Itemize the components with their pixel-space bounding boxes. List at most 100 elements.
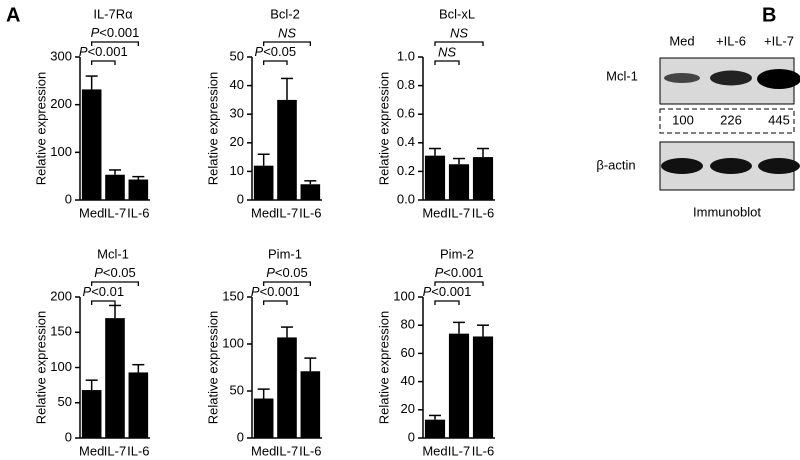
bar [300, 371, 321, 438]
bar [253, 398, 274, 438]
chart-title: Mcl-1 [97, 246, 129, 261]
y-tick-label: 50 [230, 382, 244, 397]
bar [253, 165, 274, 200]
row-label: β-actin [596, 157, 635, 172]
bar [472, 336, 494, 438]
bar [424, 155, 446, 200]
x-tick-label: IL-7 [104, 443, 126, 458]
lane-label: +IL-7 [764, 33, 794, 48]
chart-title: Pim-2 [440, 246, 474, 261]
significance-bracket [263, 281, 311, 286]
bar [472, 157, 494, 200]
y-tick-label: 0.8 [397, 77, 415, 92]
y-tick-label: 60 [401, 345, 415, 360]
band [710, 158, 752, 174]
x-tick-label: IL-6 [472, 443, 494, 458]
chart-title: Bcl-2 [270, 6, 300, 21]
bar [105, 174, 125, 200]
panel-label: B [762, 4, 776, 26]
x-tick-label: IL-7 [448, 443, 470, 458]
significance-bracket [434, 41, 484, 46]
y-tick-label: 0 [237, 191, 244, 206]
x-tick-label: Med [251, 205, 276, 220]
significance-label: P<0.05 [266, 265, 308, 280]
quantity: 226 [720, 112, 742, 127]
quant-box [659, 108, 795, 134]
significance-bracket [263, 60, 288, 65]
x-tick-label: Med [251, 443, 276, 458]
significance-label: NS [438, 44, 456, 59]
y-tick-label: 0.4 [397, 134, 415, 149]
chart-title: IL-7Rα [93, 6, 133, 21]
y-tick-label: 0.6 [397, 106, 415, 121]
quantity: 445 [768, 112, 790, 127]
y-tick-label: 80 [401, 317, 415, 332]
chart: Bcl-xL Relative expression 0.0 0.2 0.4 0.6 0.8… [376, 6, 495, 220]
y-tick-label: 200 [50, 96, 72, 111]
bar [277, 99, 297, 200]
x-tick-label: IL-7 [276, 205, 298, 220]
significance-bracket [91, 300, 116, 305]
y-tick-label: 300 [50, 48, 72, 63]
x-tick-label: IL-6 [127, 443, 149, 458]
bar [128, 179, 149, 200]
significance-bracket [263, 41, 311, 46]
y-axis-label: Relative expression [33, 72, 48, 185]
y-axis-label: Relative expression [376, 72, 391, 185]
significance-label: P<0.05 [255, 44, 297, 59]
y-tick-label: 150 [222, 288, 244, 303]
y-tick-label: 20 [230, 134, 244, 149]
lane-label: Med [669, 33, 694, 48]
chart: Pim-1 Relative expression 0 50 100 150 Med IL-7… [205, 246, 322, 458]
y-tick-label: 0.0 [397, 191, 415, 206]
y-tick-label: 100 [50, 144, 72, 159]
significance-bracket [91, 281, 139, 286]
y-tick-label: 0 [65, 191, 72, 206]
x-tick-label: Med [422, 443, 447, 458]
bar [448, 164, 470, 200]
y-tick-label: 100 [222, 335, 244, 350]
significance-label: NS [450, 25, 468, 40]
significance-bracket [434, 60, 460, 65]
significance-label: P<0.001 [91, 25, 140, 40]
chart-title: Pim-1 [268, 246, 302, 261]
y-axis-label: Relative expression [205, 72, 220, 185]
x-tick-label: Med [79, 443, 104, 458]
x-tick-label: IL-7 [448, 205, 470, 220]
significance-bracket [434, 300, 460, 305]
bar [448, 333, 470, 438]
panel-label: A [6, 4, 20, 26]
bar [300, 184, 321, 200]
significance-label: P<0.001 [435, 265, 484, 280]
chart-title: Bcl-xL [439, 6, 475, 21]
y-tick-label: 50 [230, 48, 244, 63]
x-tick-label: IL-6 [127, 205, 149, 220]
y-tick-label: 100 [50, 359, 72, 374]
x-tick-label: IL-7 [276, 443, 298, 458]
significance-label: P<0.05 [94, 265, 136, 280]
significance-label: NS [278, 25, 296, 40]
x-tick-label: IL-7 [104, 205, 126, 220]
band [757, 69, 800, 89]
y-tick-label: 200 [50, 288, 72, 303]
y-axis-label: Relative expression [33, 311, 48, 424]
y-tick-label: 0 [237, 429, 244, 444]
significance-bracket [91, 41, 139, 46]
band [664, 73, 700, 83]
x-tick-label: IL-6 [472, 205, 494, 220]
caption: Immunoblot [693, 204, 761, 219]
x-tick-label: Med [79, 205, 104, 220]
y-tick-label: 0 [65, 429, 72, 444]
significance-label: P<0.001 [79, 44, 128, 59]
y-tick-label: 100 [393, 288, 415, 303]
y-tick-label: 0 [408, 429, 415, 444]
bar [424, 419, 446, 438]
x-tick-label: IL-6 [299, 205, 321, 220]
band [710, 70, 752, 86]
bar [277, 337, 297, 438]
bar [105, 318, 125, 438]
